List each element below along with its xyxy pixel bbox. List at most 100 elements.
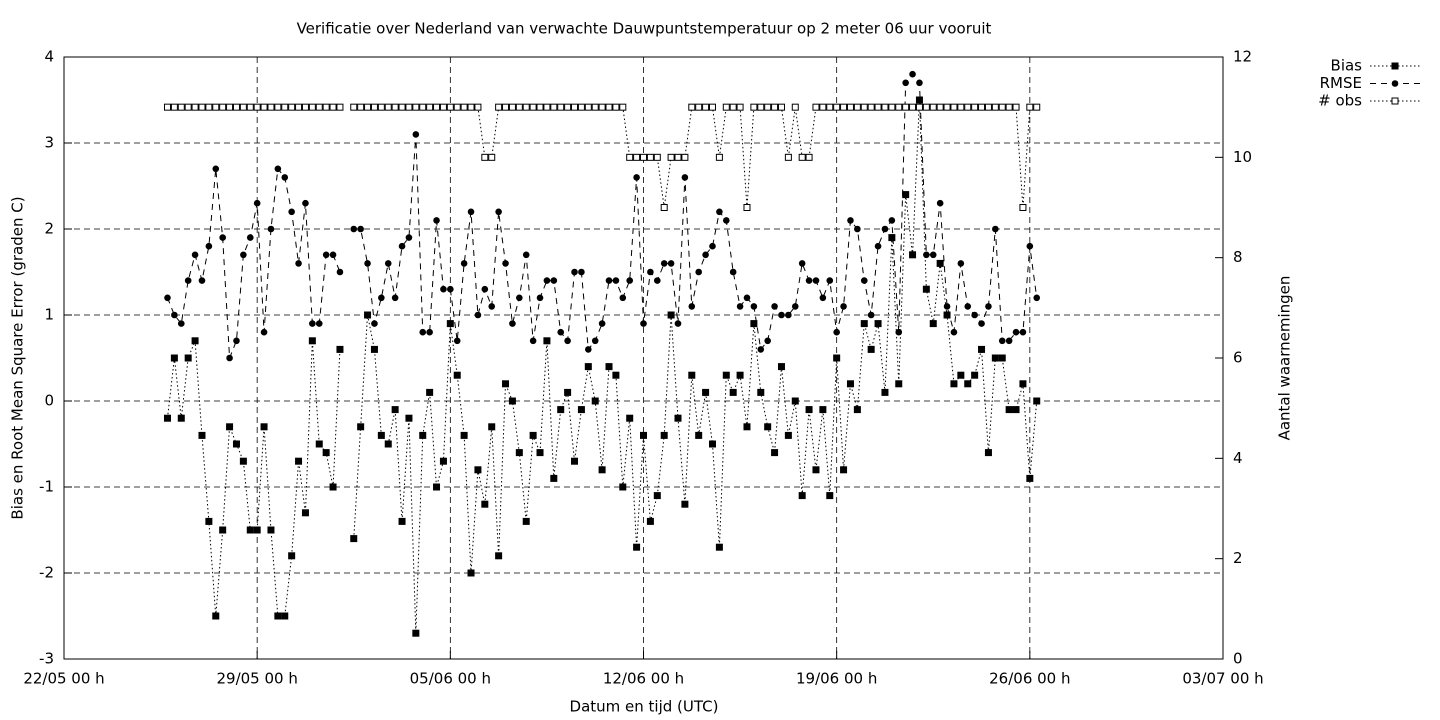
data-point — [439, 103, 447, 111]
data-point — [177, 320, 185, 327]
data-point — [177, 103, 185, 111]
data-point — [267, 225, 275, 233]
data-point — [398, 242, 406, 250]
data-point — [640, 431, 647, 439]
data-point — [812, 466, 820, 474]
y-tick-label: -3 — [39, 650, 54, 668]
data-point — [716, 208, 723, 216]
data-point — [1033, 103, 1041, 111]
data-point — [764, 103, 772, 111]
data-point — [598, 320, 606, 327]
data-point — [488, 153, 496, 161]
data-point — [246, 234, 254, 241]
data-point — [826, 277, 834, 284]
data-point — [301, 509, 309, 517]
data-point — [378, 294, 385, 302]
data-point — [577, 406, 585, 414]
data-point — [391, 406, 399, 414]
data-point — [184, 103, 192, 111]
data-point — [922, 285, 930, 293]
data-point — [467, 103, 475, 111]
data-point — [377, 431, 385, 439]
data-point — [929, 251, 937, 259]
data-point — [315, 440, 323, 448]
data-point — [571, 103, 579, 111]
data-point — [943, 303, 951, 310]
data-point — [226, 354, 233, 362]
data-point — [163, 103, 171, 111]
data-point — [674, 414, 682, 422]
data-point — [605, 103, 613, 111]
data-point — [350, 535, 358, 543]
data-point — [391, 103, 399, 111]
data-point — [957, 371, 965, 379]
data-point — [446, 103, 454, 111]
data-point — [550, 277, 558, 284]
data-point — [522, 517, 530, 525]
data-point — [867, 345, 875, 353]
data-point — [819, 294, 827, 302]
data-point — [543, 103, 551, 111]
data-point — [702, 103, 710, 111]
data-point — [750, 303, 758, 310]
data-point — [743, 294, 751, 302]
data-point — [1012, 328, 1020, 336]
data-point — [550, 103, 558, 111]
data-point — [853, 406, 861, 414]
data-point — [612, 277, 620, 284]
data-point — [660, 431, 668, 439]
y-tick-label: 3 — [44, 134, 54, 152]
chart-title: Verificatie over Nederland van verwachte… — [297, 20, 992, 38]
data-point — [315, 103, 323, 111]
data-point — [405, 103, 413, 111]
data-point — [888, 234, 896, 242]
y2-tick-label: 8 — [1233, 248, 1243, 266]
data-point — [971, 103, 979, 111]
data-point — [453, 371, 461, 379]
data-point — [998, 103, 1006, 111]
data-point — [881, 103, 889, 111]
y2-tick-label: 10 — [1233, 148, 1252, 166]
data-point — [916, 79, 923, 87]
data-point — [936, 103, 944, 111]
data-point — [764, 423, 772, 431]
data-point — [474, 103, 482, 111]
data-point — [571, 268, 578, 276]
data-point — [453, 103, 461, 111]
data-point — [232, 440, 240, 448]
data-point — [467, 569, 475, 577]
data-point — [350, 103, 358, 111]
data-point — [246, 103, 254, 111]
y2-tick-label: 12 — [1233, 48, 1252, 66]
data-point — [233, 337, 240, 345]
data-point — [660, 204, 668, 211]
data-point — [281, 612, 289, 620]
data-point — [170, 354, 178, 362]
data-point — [357, 103, 365, 111]
data-point — [198, 103, 206, 111]
data-point — [370, 103, 378, 111]
data-point — [164, 294, 171, 302]
data-point — [950, 103, 958, 111]
data-point — [1033, 294, 1041, 302]
data-point — [426, 103, 434, 111]
data-point — [667, 311, 675, 319]
data-point — [653, 153, 661, 161]
data-point — [867, 311, 875, 319]
data-point — [295, 103, 303, 111]
data-point — [771, 303, 778, 310]
data-point — [260, 423, 268, 431]
data-point — [184, 277, 192, 284]
data-point — [426, 388, 434, 396]
data-point — [695, 268, 702, 276]
data-point — [992, 225, 999, 233]
data-point — [336, 345, 344, 353]
data-point — [288, 208, 295, 216]
data-point — [923, 251, 930, 259]
data-point — [736, 303, 744, 310]
data-point — [1012, 406, 1020, 414]
data-point — [943, 311, 951, 319]
data-point — [681, 174, 689, 181]
data-point — [522, 251, 530, 259]
data-point — [591, 337, 599, 345]
